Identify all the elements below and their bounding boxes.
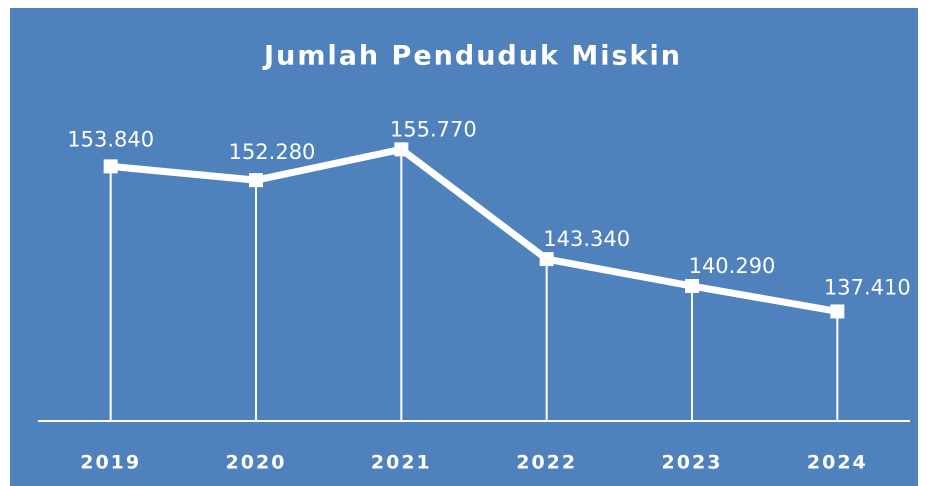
x-tick-label: 2024 — [807, 452, 868, 474]
data-label: 140.290 — [689, 254, 776, 278]
series-line — [110, 145, 838, 315]
chart-title: Jumlah Penduduk Miskin — [262, 41, 682, 72]
marker — [249, 173, 263, 188]
data-label: 152.280 — [229, 140, 316, 164]
x-tick-label: 2023 — [662, 452, 723, 474]
data-label: 137.410 — [824, 275, 911, 299]
data-label: 153.840 — [67, 127, 154, 151]
x-tick-label: 2021 — [371, 452, 432, 474]
marker — [103, 159, 118, 174]
marker — [830, 304, 845, 319]
marker — [394, 142, 409, 157]
data-label: 155.770 — [390, 117, 477, 141]
marker — [685, 279, 699, 294]
data-label: 143.340 — [543, 227, 630, 251]
x-tick-label: 2022 — [516, 452, 577, 474]
x-tick-label: 2020 — [226, 452, 287, 474]
x-tick-label: 2019 — [80, 452, 141, 474]
marker — [539, 252, 554, 267]
chart-background — [10, 8, 918, 486]
